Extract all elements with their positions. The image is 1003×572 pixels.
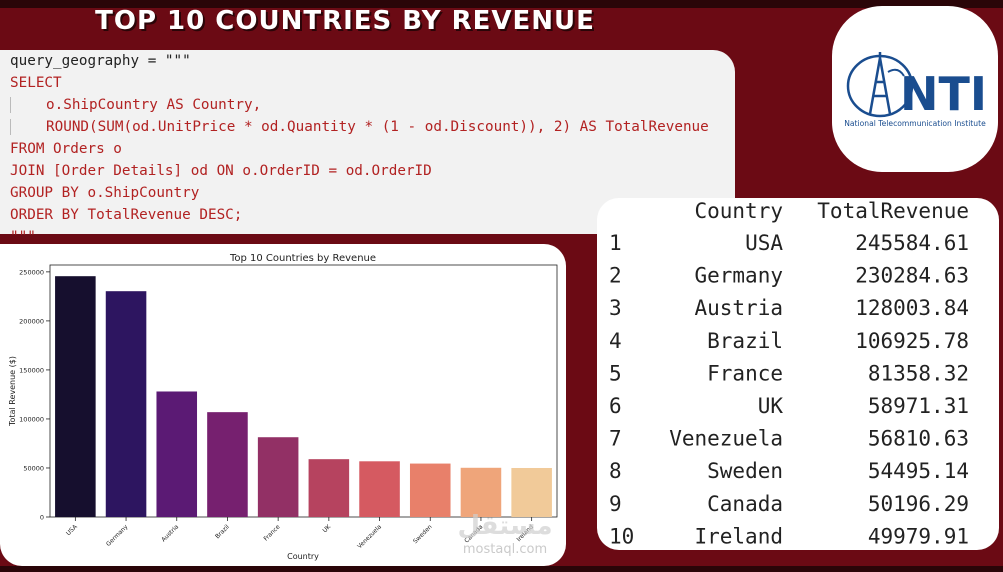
top-frame	[0, 0, 1003, 8]
table-cell-country: Ireland	[694, 524, 783, 548]
bar-brazil	[207, 412, 248, 517]
table-cell-country: Germany	[694, 264, 783, 288]
bar-germany	[105, 291, 147, 517]
table-cell-country: USA	[745, 231, 783, 255]
table-row-index: 8	[609, 459, 622, 483]
revenue-table-grid: Country TotalRevenue 1 USA 245584.61 2 Germany…	[609, 199, 969, 548]
bar-venezuela	[359, 461, 400, 517]
nti-logo: NTI National Telecommunication Institute	[832, 6, 998, 172]
x-tick-label: UK	[321, 523, 333, 535]
logo-subtitle: National Telecommunication Institute	[844, 119, 986, 128]
table-row-index: 6	[609, 394, 622, 418]
chart-panel: 0 50000 100000 150000 200000 250000 USA Germany…	[0, 244, 566, 566]
nti-logo-graphic: NTI National Telecommunication Institute	[844, 52, 987, 128]
bar-austria	[156, 391, 198, 517]
code-line: ROUND(SUM(od.UnitPrice * od.Quantity * (…	[10, 119, 709, 135]
bar-canada	[460, 467, 502, 517]
x-tick-label: France	[263, 523, 282, 542]
x-tick-label: USA	[65, 523, 79, 537]
table-cell-revenue: 106925.78	[855, 329, 969, 353]
bottom-frame	[0, 566, 1003, 572]
x-tick-label: Brazil	[214, 523, 231, 540]
table-header-revenue: TotalRevenue	[817, 199, 969, 223]
table-cell-revenue: 50196.29	[868, 492, 969, 516]
table-cell-country: Brazil	[707, 329, 783, 353]
revenue-bar-chart: 0 50000 100000 150000 200000 250000 USA Germany…	[8, 253, 558, 561]
x-tick-label: Venezuela	[356, 523, 383, 550]
watermark-latin: mostaql.com	[463, 542, 547, 557]
dish-icon	[887, 68, 905, 77]
y-tick-label: 250000	[19, 268, 44, 276]
table-header-country: Country	[694, 199, 783, 223]
y-tick-label: 50000	[23, 464, 44, 472]
code-line: """	[10, 229, 36, 245]
table-cell-revenue: 54495.14	[868, 459, 969, 483]
logo-wordmark: NTI	[900, 67, 987, 121]
table-cell-country: Venezuela	[669, 427, 783, 451]
table-cell-revenue: 230284.63	[855, 264, 969, 288]
y-tick-label: 100000	[19, 415, 44, 423]
table-cell-revenue: 245584.61	[855, 231, 969, 255]
table-cell-country: France	[707, 361, 783, 385]
revenue-table: Country TotalRevenue 1 USA 245584.61 2 Germany…	[597, 198, 999, 550]
code-line: SELECT	[10, 75, 62, 91]
table-row-index: 9	[609, 492, 622, 516]
code-line: JOIN [Order Details] od ON o.OrderID = o…	[10, 163, 432, 179]
table-cell-revenue: 58971.31	[868, 394, 969, 418]
table-row-index: 1	[609, 231, 622, 255]
bar-usa	[55, 276, 96, 517]
y-tick-label: 150000	[19, 366, 44, 374]
y-tick-label: 200000	[19, 317, 44, 325]
table-row-index: 4	[609, 329, 622, 353]
table-cell-country: Canada	[707, 492, 783, 516]
code-block: query_geography = """ SELECT o.ShipCount…	[10, 50, 709, 248]
bar-sweden	[409, 463, 451, 517]
table-row-index: 10	[609, 524, 634, 548]
code-line: ORDER BY TotalRevenue DESC;	[10, 207, 243, 223]
code-line: FROM Orders o	[10, 141, 122, 157]
x-tick-label: Sweden	[412, 523, 434, 545]
table-row-index: 5	[609, 361, 622, 385]
y-axis-label: Total Revenue ($)	[8, 356, 17, 427]
table-cell-revenue: 128003.84	[855, 296, 969, 320]
table-cell-country: Austria	[694, 296, 783, 320]
x-axis-label: Country	[287, 552, 319, 561]
chart-title: Top 10 Countries by Revenue	[229, 253, 376, 264]
bar-france	[257, 437, 299, 517]
y-tick-label: 0	[40, 514, 44, 522]
bar-ireland	[511, 467, 552, 517]
code-line: o.ShipCountry AS Country,	[10, 97, 262, 113]
page-title: TOP 10 COUNTRIES BY REVENUE	[95, 6, 595, 36]
tower-icon	[868, 52, 892, 115]
x-tick-label: Germany	[105, 523, 130, 548]
table-cell-revenue: 81358.32	[868, 361, 969, 385]
table-row-index: 3	[609, 296, 622, 320]
table-cell-revenue: 56810.63	[868, 427, 969, 451]
code-line: GROUP BY o.ShipCountry	[10, 185, 200, 201]
table-row-index: 7	[609, 427, 622, 451]
table-row-index: 2	[609, 264, 622, 288]
table-cell-country: Sweden	[707, 459, 783, 483]
x-tick-label: Austria	[160, 523, 180, 543]
code-line: query_geography = """	[10, 53, 191, 69]
watermark-arabic: مستقل	[457, 511, 552, 541]
plot-frame	[49, 264, 558, 518]
table-cell-country: UK	[758, 394, 784, 418]
bar-uk	[308, 459, 350, 517]
table-cell-revenue: 49979.91	[868, 524, 969, 548]
